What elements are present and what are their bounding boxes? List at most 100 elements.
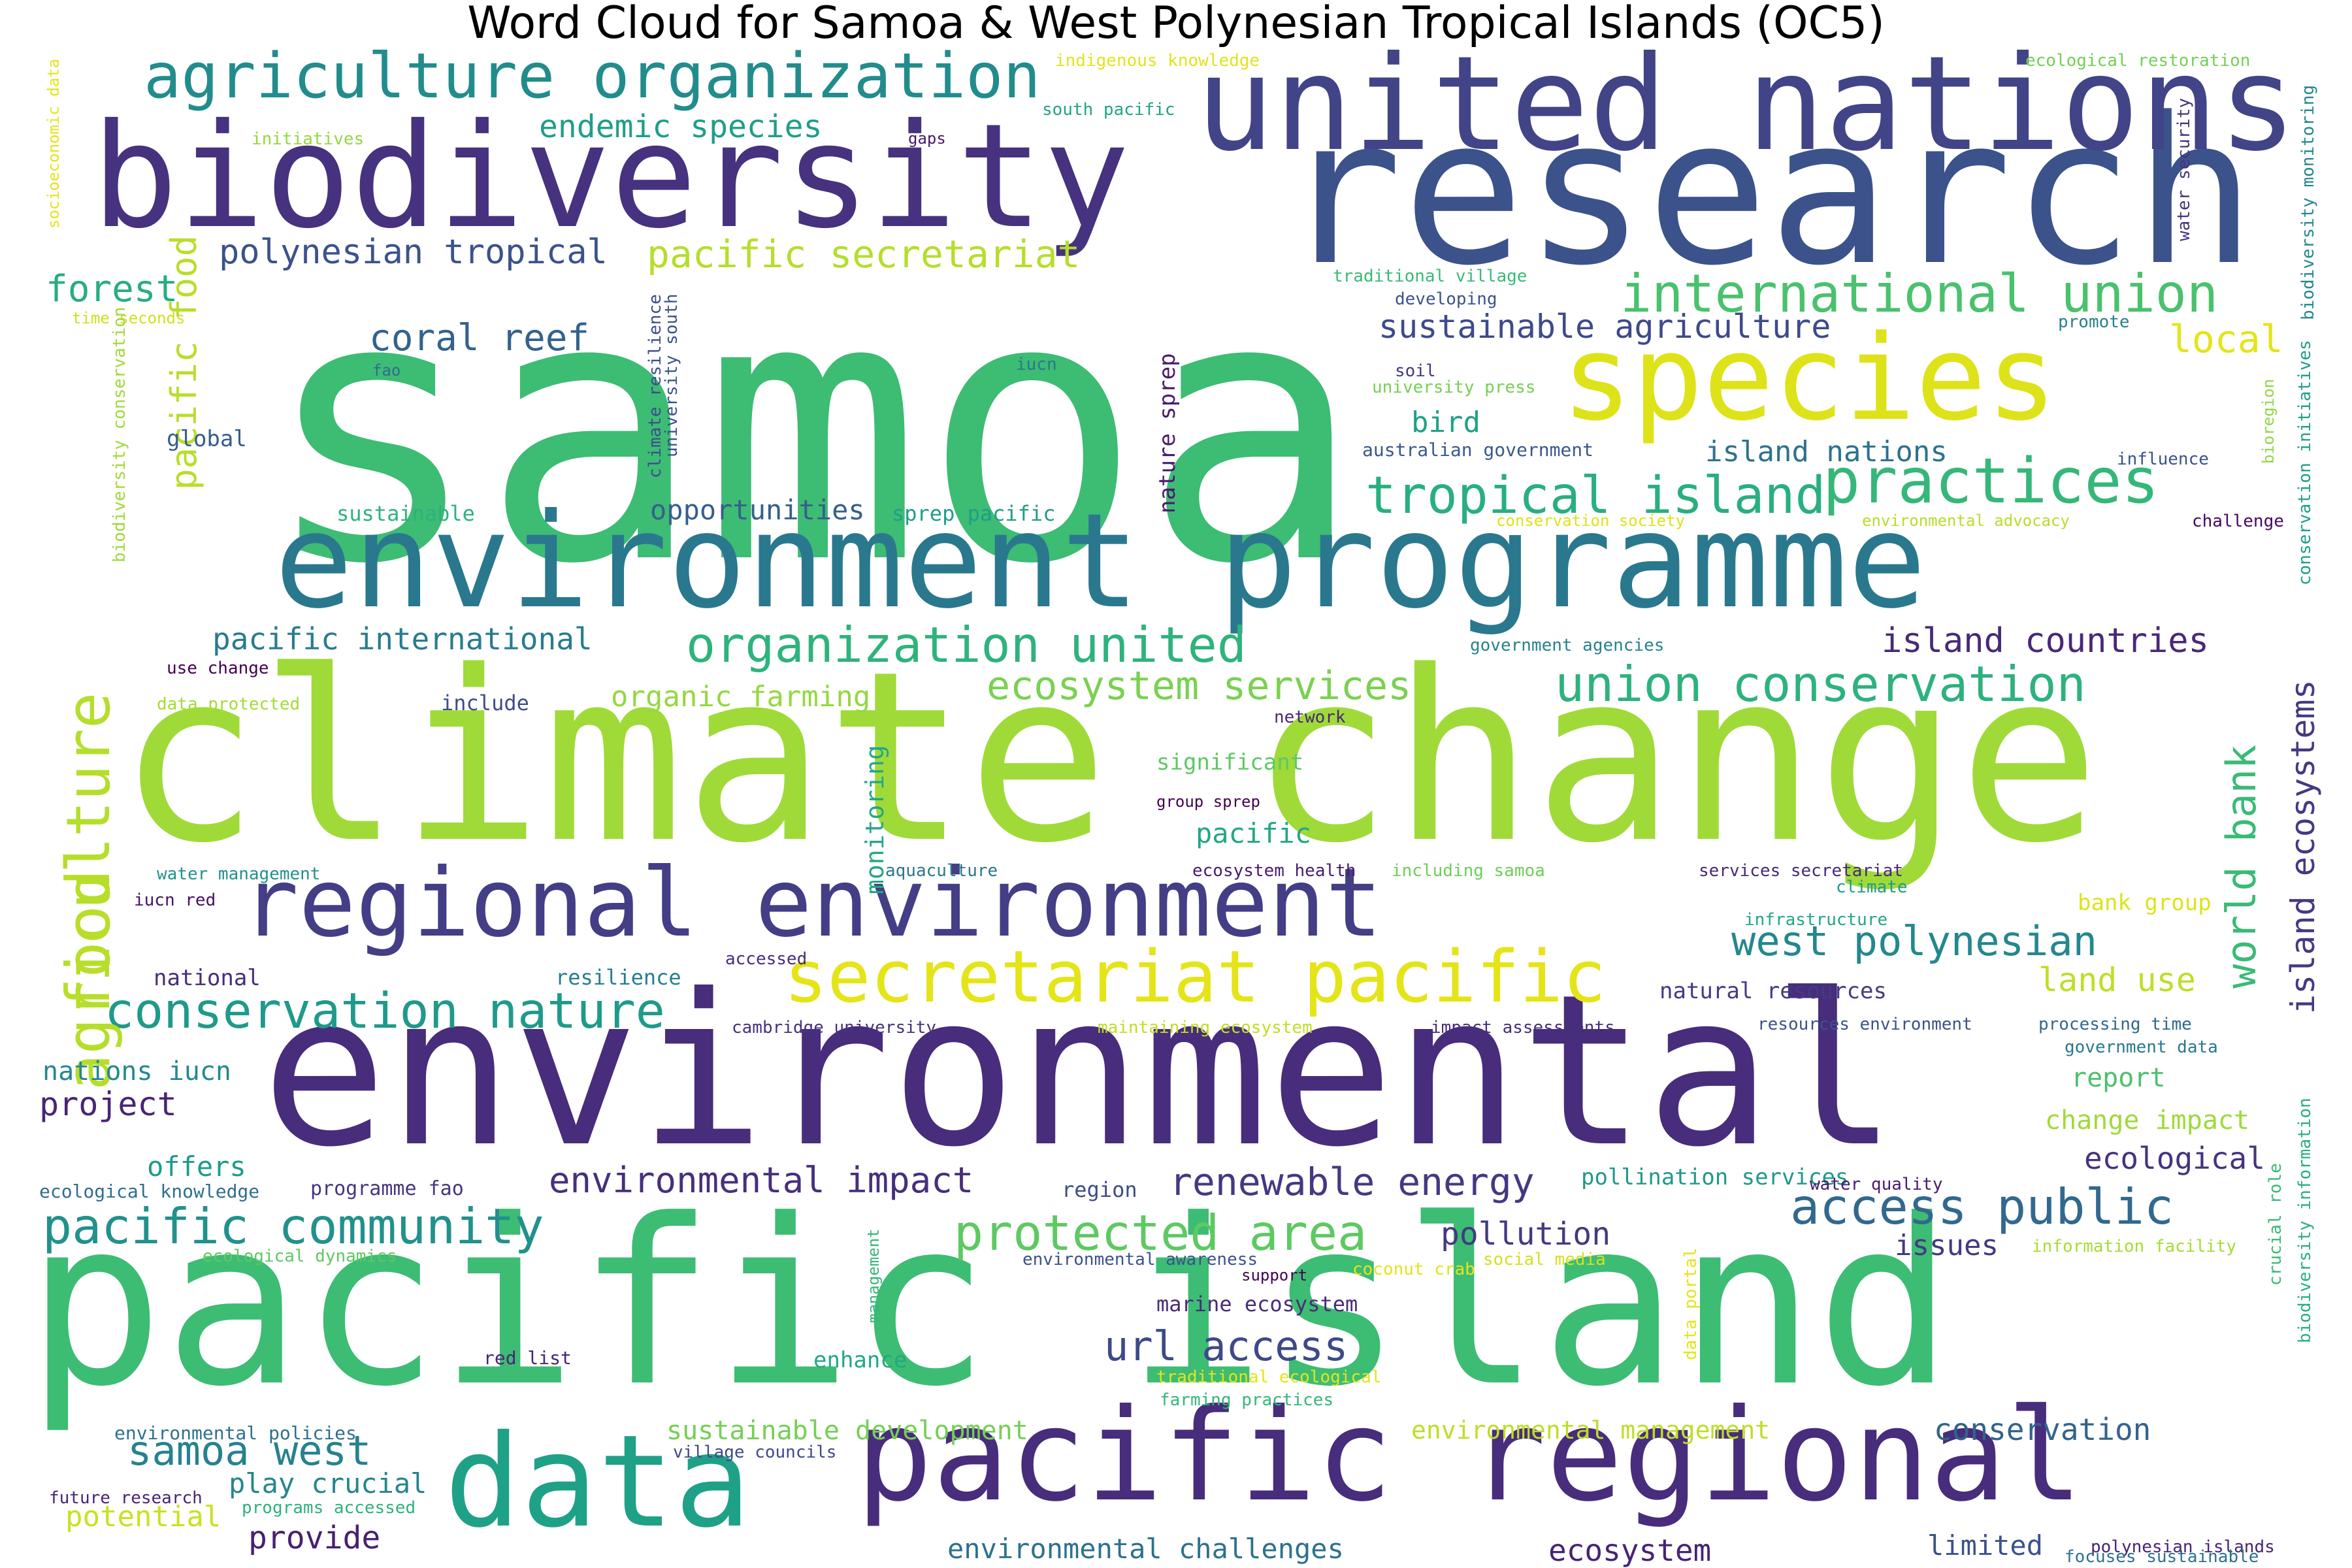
word-renewable-energy: renewable energy — [1169, 1160, 1535, 1204]
word-promote: promote — [2058, 312, 2130, 332]
word-issues: issues — [1895, 1229, 1999, 1262]
word-potential: potential — [65, 1500, 221, 1533]
word-resilience: resilience — [555, 965, 681, 990]
word-data-portal: data portal — [1681, 1248, 1701, 1361]
word-international-union: international union — [1620, 263, 2219, 324]
word-local: local — [2169, 317, 2283, 361]
word-environment-programme: environment programme — [274, 485, 1927, 638]
word-nations-iucn: nations iucn — [42, 1056, 231, 1086]
word-marine-ecosystem: marine ecosystem — [1156, 1292, 1358, 1316]
word-accessed: accessed — [725, 949, 808, 969]
word-report: report — [2071, 1063, 2166, 1093]
word-bioregion: bioregion — [2259, 379, 2278, 465]
word-maintaining-ecosystem: maintaining ecosystem — [1098, 1018, 1313, 1037]
word-land-use: land use — [2038, 961, 2196, 999]
word-project: project — [39, 1085, 177, 1123]
word-provide: provide — [248, 1520, 381, 1556]
word-including-samoa: including samoa — [1392, 861, 1545, 881]
word-government-data: government data — [2065, 1037, 2218, 1057]
word-ecological-knowledge: ecological knowledge — [39, 1181, 260, 1202]
word-biodiversity-monitoring: biodiversity monitoring — [2298, 85, 2318, 321]
word-global: global — [167, 426, 247, 452]
word-tropical-island: tropical island — [1365, 466, 1826, 525]
word-pacific-international: pacific international — [212, 621, 593, 657]
word-nature-sprep: nature sprep — [1154, 353, 1181, 514]
word-information-facility: information facility — [2032, 1237, 2237, 1256]
word-aquaculture: aquaculture — [885, 861, 998, 881]
word-farming-practices: farming practices — [1160, 1390, 1334, 1410]
word-limited: limited — [1927, 1529, 2044, 1561]
word-gaps: gaps — [908, 129, 946, 148]
word-ecosystem-health: ecosystem health — [1192, 861, 1356, 881]
word-processing-time: processing time — [2038, 1015, 2192, 1034]
word-polynesian-tropical: polynesian tropical — [219, 233, 608, 272]
word-biodiversity-information: biodiversity information — [2295, 1098, 2315, 1343]
word-conservation: conservation — [1934, 1412, 2151, 1447]
word-traditional-ecological: traditional ecological — [1156, 1367, 1382, 1387]
word-national: national — [154, 965, 261, 991]
word-environmental-awareness: environmental awareness — [1022, 1250, 1258, 1269]
word-bank-group: bank group — [2078, 890, 2212, 916]
word-environmental-policies: environmental policies — [114, 1422, 357, 1444]
word-group-sprep: group sprep — [1156, 792, 1260, 811]
word-conservation-society: conservation society — [1496, 512, 1685, 530]
word-iucn: iucn — [1016, 355, 1057, 374]
word-coral-reef: coral reef — [369, 317, 590, 359]
word-include: include — [441, 691, 529, 715]
word-united-nations: united nations — [1196, 28, 2297, 180]
word-secretariat-pacific: secretariat pacific — [784, 935, 1607, 1019]
word-management: management — [864, 1228, 883, 1323]
word-ecological-dynamics: ecological dynamics — [203, 1247, 397, 1266]
word-initiatives: initiatives — [252, 129, 365, 149]
word-conservation-initiatives: conservation initiatives — [2295, 340, 2315, 585]
word-enhance: enhance — [813, 1347, 907, 1373]
word-environmental-impact: environmental impact — [549, 1160, 974, 1201]
word-pacific-secretariat: pacific secretariat — [647, 232, 1081, 276]
word-coconut-crab: coconut crab — [1352, 1260, 1475, 1279]
word-play-crucial: play crucial — [229, 1467, 427, 1499]
word-biodiversity-conservation: biodiversity conservation — [110, 307, 129, 563]
word-polynesian-islands: polynesian islands — [2091, 1537, 2275, 1557]
word-biodiversity: biodiversity — [91, 93, 1130, 260]
word-south-pacific: south pacific — [1042, 100, 1175, 120]
word-island-countries: island countries — [1882, 621, 2209, 661]
word-forest: forest — [46, 268, 178, 310]
word-water-management: water management — [157, 864, 321, 884]
word-url-access: url access — [1104, 1322, 1348, 1370]
word-programme-fao: programme fao — [310, 1177, 464, 1200]
word-fao: fao — [372, 361, 401, 380]
word-offers: offers — [147, 1151, 246, 1183]
word-red-list: red list — [483, 1347, 572, 1369]
word-developing: developing — [1395, 289, 1497, 309]
word-government-agencies: government agencies — [1470, 636, 1665, 655]
word-network: network — [1274, 708, 1346, 727]
word-climate-resilience: climate resilience — [645, 294, 665, 478]
word-research: research — [1281, 74, 2257, 310]
word-pacific-island: pacific island — [26, 1170, 1954, 1437]
word-water-quality: water quality — [1810, 1175, 1943, 1194]
word-sustainable-development: sustainable development — [666, 1416, 1028, 1446]
word-region: region — [1062, 1177, 1137, 1202]
word-pacific: pacific — [1196, 817, 1312, 849]
word-sprep-pacific: sprep pacific — [892, 501, 1056, 526]
word-environmental-challenges: environmental challenges — [947, 1533, 1344, 1565]
word-climate-change: climate change — [118, 621, 2100, 894]
word-resources-environment: resources environment — [1757, 1015, 1972, 1034]
word-endemic-species: endemic species — [539, 108, 823, 145]
word-ecological: ecological — [2084, 1141, 2265, 1176]
word-samoa-west: samoa west — [127, 1427, 372, 1475]
word-sustainable-agriculture: sustainable agriculture — [1379, 308, 1831, 346]
word-environmental-advocacy: environmental advocacy — [1862, 512, 2070, 530]
chart-title: Word Cloud for Samoa & West Polynesian T… — [467, 0, 1885, 49]
word-cambridge-university: cambridge university — [732, 1018, 937, 1037]
word-west-polynesian: west polynesian — [1731, 917, 2097, 965]
word-pacific-community: pacific community — [42, 1198, 544, 1255]
word-socioeconomic-data: socioeconomic data — [44, 59, 63, 229]
word-village-councils: village councils — [673, 1443, 837, 1462]
word-island-nations: island nations — [1705, 435, 1948, 468]
word-climate: climate — [1836, 877, 1908, 897]
word-bird: bird — [1411, 406, 1480, 439]
word-australian-government: australian government — [1362, 439, 1594, 461]
word-iucn-red: iucn red — [134, 890, 216, 910]
